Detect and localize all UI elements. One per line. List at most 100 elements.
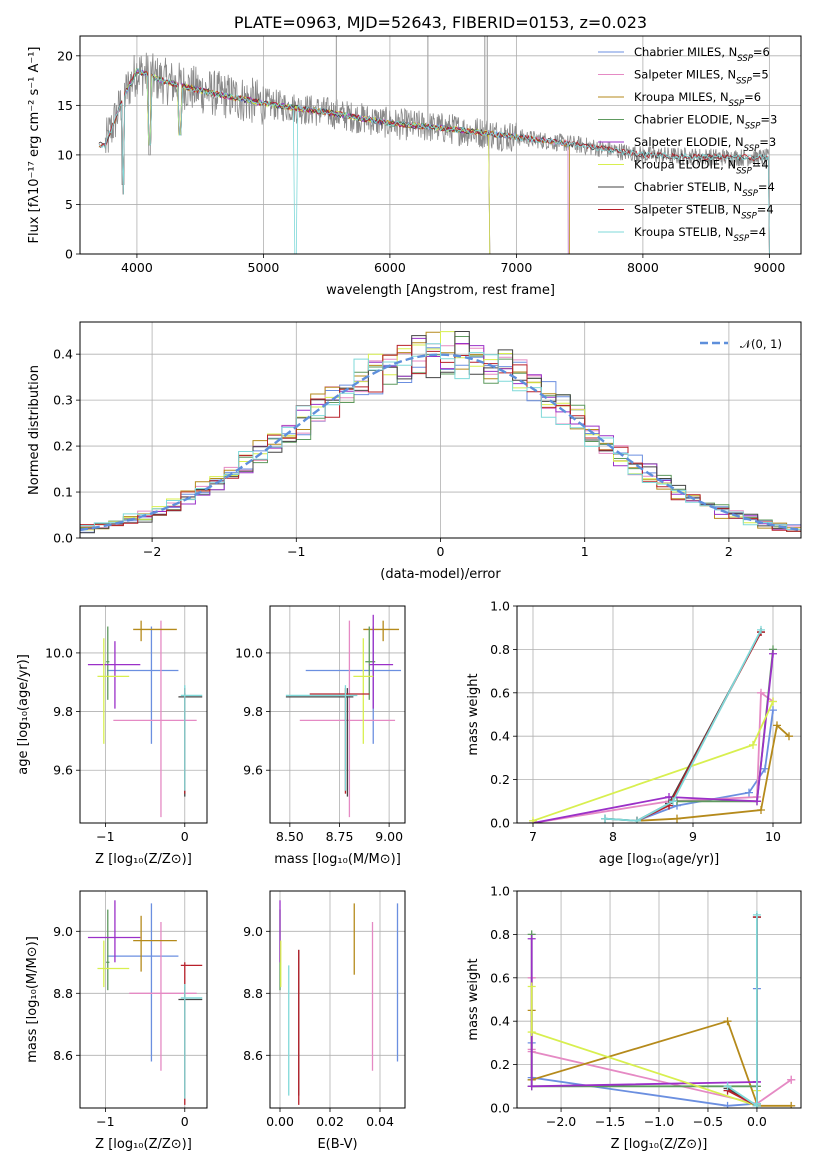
legend-label-kroupa-elodie: Kroupa ELODIE, NSSP=4 [634, 158, 769, 177]
legend-subscript: SSP [736, 167, 752, 177]
x-tick-label: 2 [725, 544, 733, 559]
axes-mass_vs_Z: −1 0 8.6 8.8 9.0 Z [log₁₀(Z/Z⊙)] mass [log₁₀(M… [25, 890, 208, 1152]
errorbar-kroupa-stelib [180, 685, 203, 791]
plus-marker [773, 721, 781, 730]
errorbar-salpeter-miles [129, 922, 197, 1071]
legend-subscript: SSP [745, 122, 761, 132]
legend: 𝒩(0, 1) [700, 337, 782, 351]
legend-text: Chabrier ELODIE, N [634, 113, 745, 127]
legend-suffix: =3 [760, 113, 777, 127]
legend-label-gaussian: 𝒩(0, 1) [740, 337, 782, 351]
plus-marker [527, 982, 536, 991]
legend-label-chabrier-miles: Chabrier MILES, NSSP=6 [634, 45, 770, 64]
series-line [532, 653, 774, 823]
legend-text: Chabrier MILES, N [634, 45, 737, 59]
axes-frame [79, 321, 802, 539]
y-tick-label: 8.8 [53, 986, 73, 1001]
plus-marker [769, 706, 777, 715]
x-tick-label: 8 [609, 829, 617, 844]
x-tick-label: 8000 [627, 260, 659, 275]
y-axis-label: Normed distribution [27, 365, 42, 495]
plus-marker [752, 1101, 761, 1108]
y-tick-label: 0.0 [490, 1101, 510, 1116]
legend: Chabrier MILES, NSSP=6 Salpeter MILES, NS… [598, 45, 777, 244]
errorbar-chabrier-elodie [106, 909, 110, 991]
errorbar-salpeter-elodie [369, 614, 394, 709]
y-tick-label: 15 [57, 98, 73, 113]
x-tick-label: 0 [437, 544, 445, 559]
legend-text: Salpeter ELODIE, N [634, 135, 744, 149]
y-tick-label: 5 [65, 197, 73, 212]
x-tick-label: 1 [581, 544, 589, 559]
error-bars [87, 620, 203, 818]
errorbar-chabrier-miles [106, 903, 179, 1062]
x-tick-label: 0.02 [316, 1114, 344, 1129]
errorbar-salpeter-stelib [180, 962, 203, 1105]
axes-frame [79, 890, 208, 1109]
y-tick-label: 9.6 [53, 763, 73, 778]
legend-label-salpeter-miles: Salpeter MILES, NSSP=5 [634, 68, 769, 87]
errorbar-chabrier-elodie [106, 626, 110, 700]
axes-frame [516, 890, 802, 1109]
plus-marker [673, 814, 681, 823]
y-axis-label: age [log₁₀(age/yr)] [16, 654, 31, 775]
y-tick-label: 0.4 [490, 1014, 510, 1029]
series-salpeter-elodie [527, 934, 761, 1091]
y-tick-label: 0.8 [490, 642, 510, 657]
y-tick-label: 0.4 [490, 729, 510, 744]
legend-label-salpeter-stelib: Salpeter STELIB, NSSP=4 [634, 203, 774, 222]
x-tick-label: −1 [96, 829, 114, 844]
plus-marker [529, 816, 537, 823]
axes-mass_vs_ebv: 0.00 0.02 0.04 8.6 8.8 9.0 E(B-V) [243, 890, 406, 1152]
grid [517, 890, 801, 1109]
y-tick-label: 0.0 [490, 816, 510, 831]
axes-frame [269, 890, 406, 1109]
error-bars [285, 614, 402, 818]
legend-subscript: SSP [736, 77, 752, 87]
series-line [727, 917, 758, 1108]
error-bars [87, 900, 203, 1105]
y-tick-label: 20 [57, 48, 73, 63]
x-tick-label: 9 [689, 829, 697, 844]
x-axis-label: mass [log₁₀(M/M⊙)] [274, 852, 401, 867]
legend-text: Chabrier STELIB, N [634, 180, 742, 194]
errorbar-chabrier-miles [305, 626, 402, 744]
errorbar-kroupa-elodie [97, 940, 130, 988]
x-tick-label: 8.75 [326, 829, 354, 844]
errorbar-salpeter-miles [113, 620, 197, 818]
plus-marker [633, 816, 641, 823]
plus-marker [527, 934, 536, 943]
legend-suffix: =4 [752, 158, 769, 172]
grid [270, 606, 405, 823]
plus-marker [749, 740, 757, 749]
errorbar-chabrier-stelib [178, 688, 203, 797]
plus-marker [769, 697, 777, 706]
y-axis-label: mass weight [466, 673, 481, 755]
errorbar-kroupa-miles [133, 620, 177, 642]
series-line [727, 917, 758, 1108]
y-tick-label: 0.2 [53, 439, 73, 454]
y-tick-label: 1.0 [490, 884, 510, 899]
x-tick-label: 0.00 [266, 1114, 294, 1129]
y-tick-label: 8.6 [243, 1048, 263, 1063]
model-spectrum-kroupa-stelib [98, 68, 770, 254]
plus-marker [723, 1101, 732, 1108]
series-salpeter-stelib [633, 628, 765, 823]
x-tick-label: 8.50 [276, 829, 304, 844]
plus-marker [761, 764, 769, 773]
x-axis-label: Z [log₁₀(Z/Z⊙)] [95, 852, 192, 867]
errorbar-chabrier-stelib [285, 688, 354, 797]
legend-label-kroupa-miles: Kroupa MILES, NSSP=6 [634, 90, 761, 109]
series-line [727, 914, 758, 1108]
series-line [530, 938, 757, 1088]
x-tick-label: −1.5 [595, 1114, 625, 1129]
plus-marker [745, 788, 753, 797]
plus-marker [769, 649, 777, 658]
legend-subscript: SSP [737, 54, 753, 64]
plus-marker [787, 1101, 796, 1108]
legend-subscript: SSP [742, 189, 758, 199]
errorbar-kroupa-stelib [285, 685, 358, 791]
legend-text: Kroupa ELODIE, N [634, 158, 736, 172]
axes-age_vs_Z: −1 0 9.6 9.8 10.0 Z [log₁₀(Z/Z⊙)] age [log₁₀(a… [16, 605, 208, 867]
axes-weight_vs_age: 7 8 9 10 0.0 0.2 0.4 0.6 0.8 1.0 age [log₁₀(age/yr… [466, 599, 802, 867]
